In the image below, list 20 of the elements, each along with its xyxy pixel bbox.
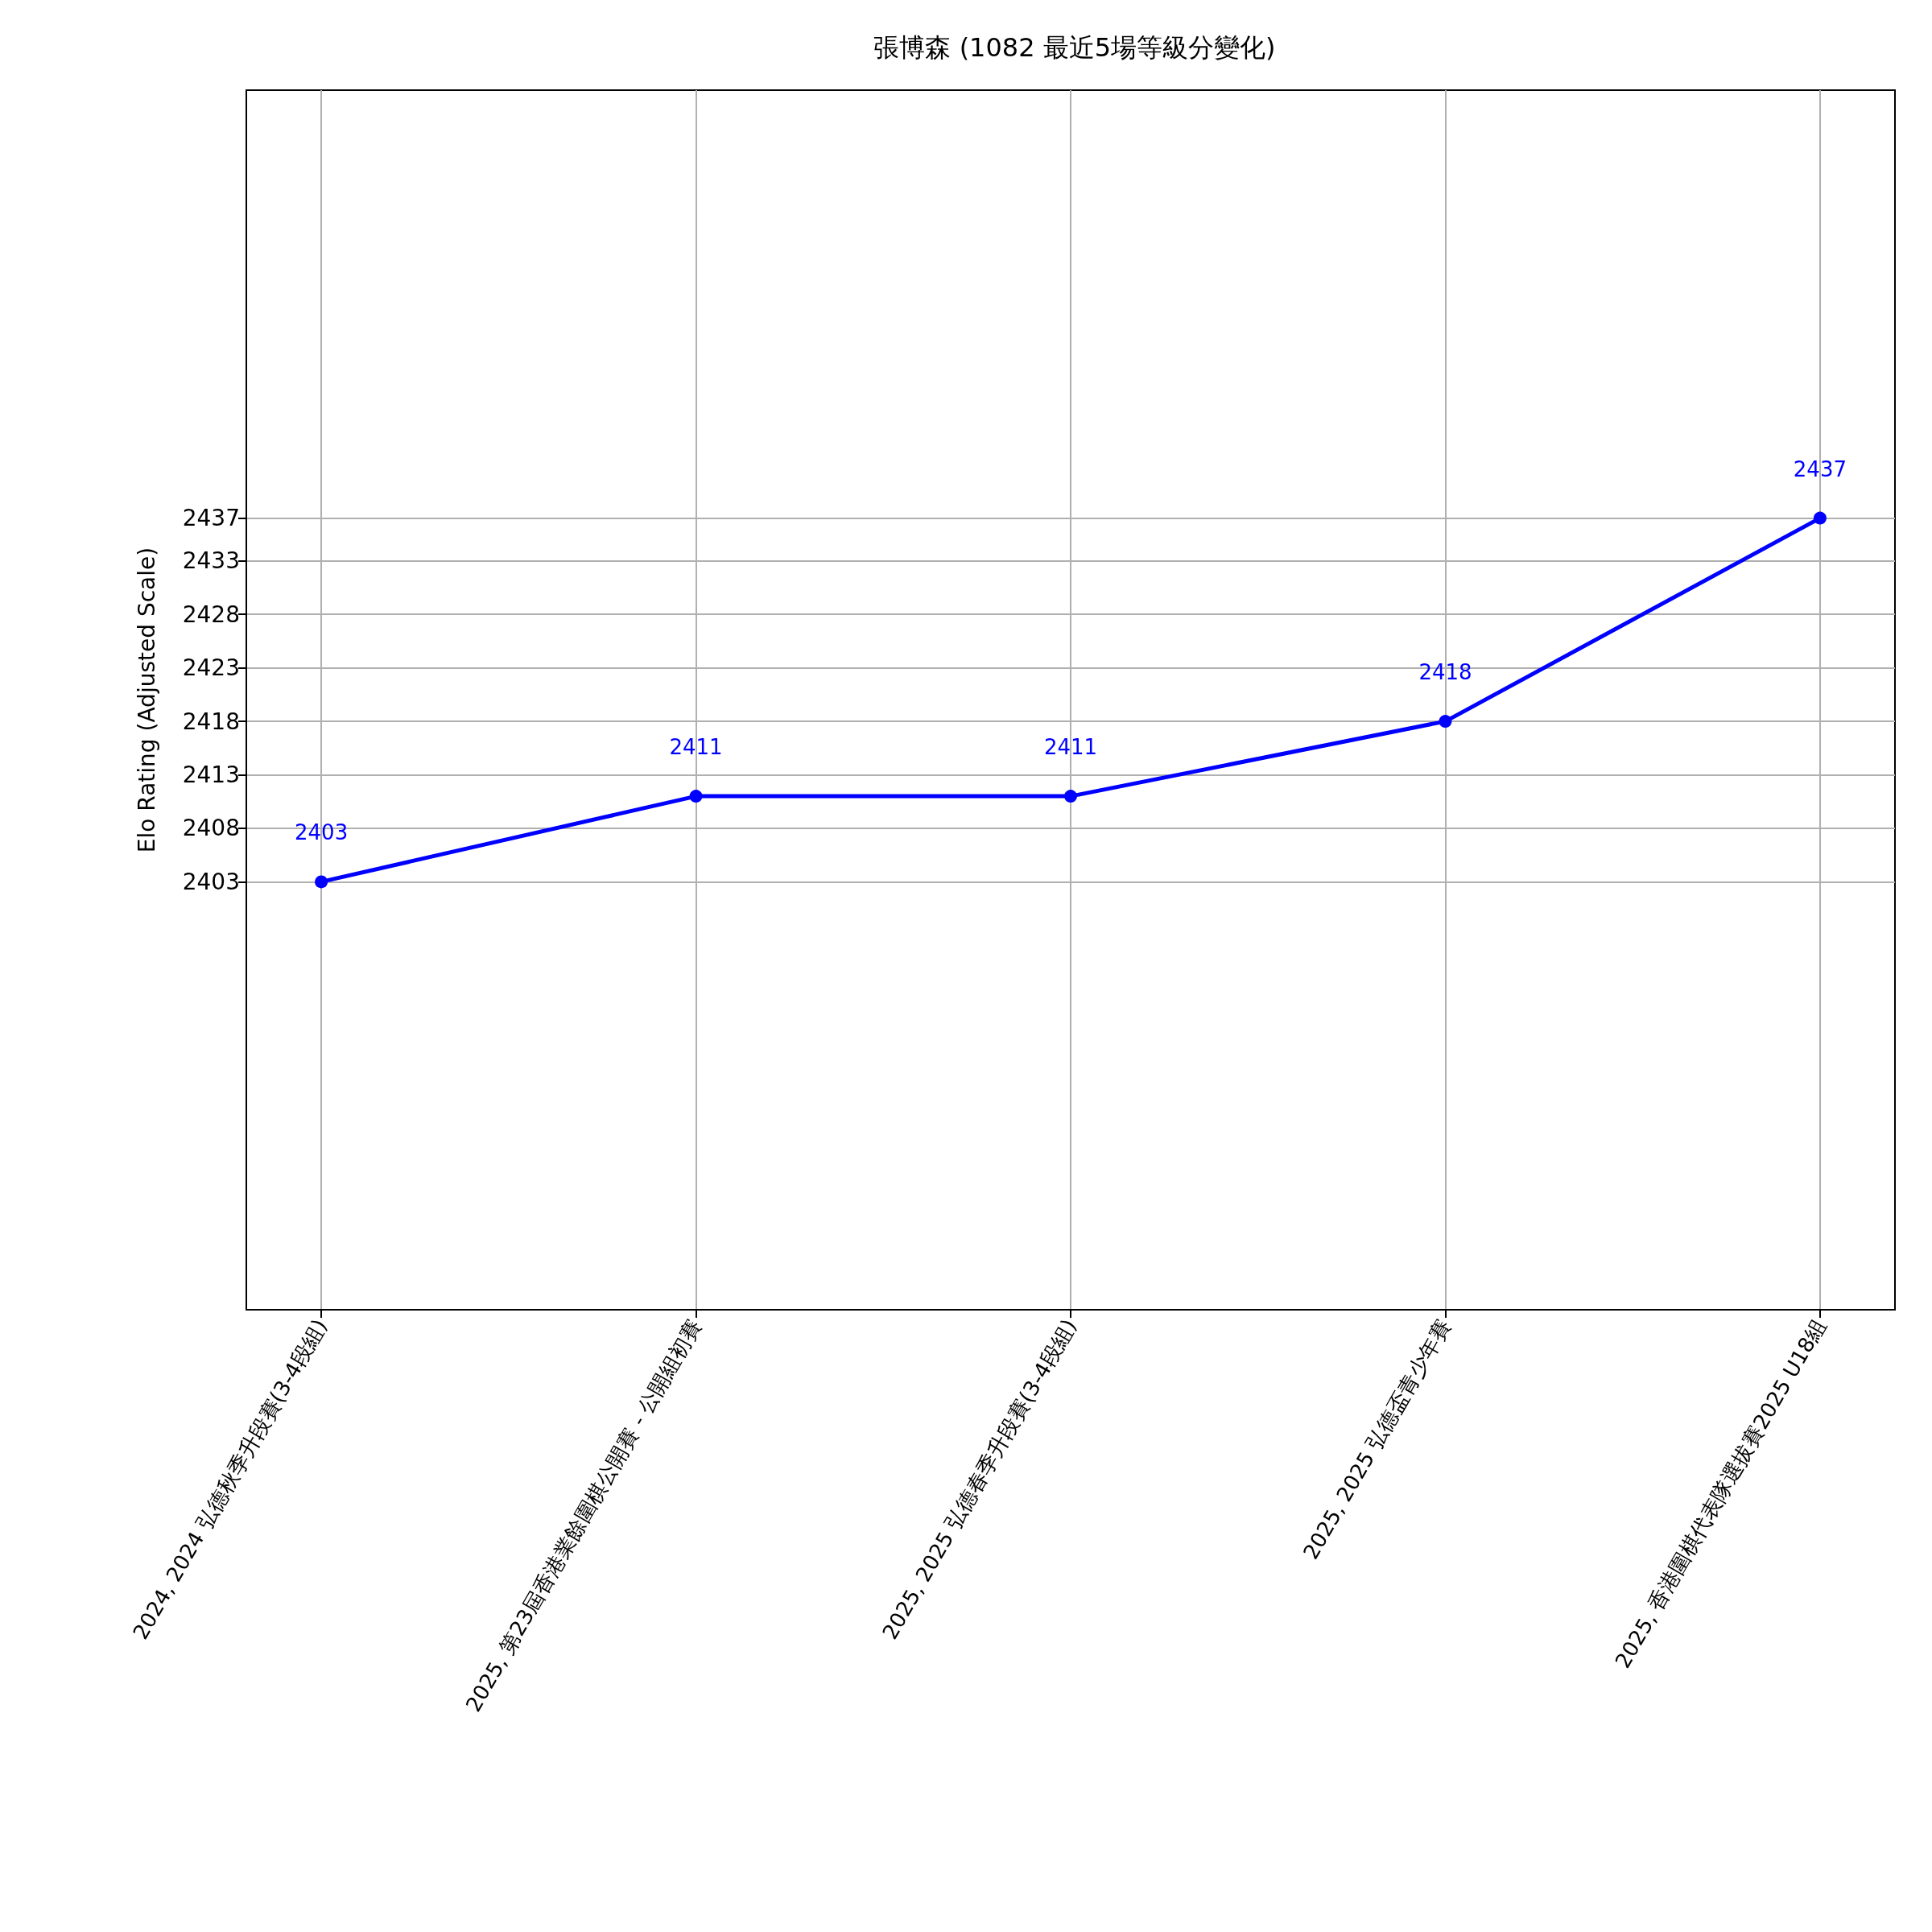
y-tick-label: 2437 <box>182 505 240 532</box>
chart-title: 張博森 (1082 最近5場等級分變化) <box>873 32 1276 63</box>
data-label: 2411 <box>1043 735 1098 760</box>
y-tick-label: 2423 <box>182 654 240 682</box>
y-tick-label: 2403 <box>182 868 240 895</box>
point <box>1813 511 1827 525</box>
point <box>315 875 328 889</box>
data-label: 2418 <box>1418 660 1472 685</box>
data-label: 2437 <box>1793 456 1847 481</box>
y-tick-label: 2433 <box>182 547 240 575</box>
y-axis-title: Elo Rating (Adjusted Scale) <box>133 547 160 853</box>
point <box>1064 790 1077 803</box>
y-tick-label: 2428 <box>182 601 240 628</box>
y-tick-label: 2418 <box>182 708 240 735</box>
y-tick-label: 2413 <box>182 762 240 789</box>
y-tick-label: 2408 <box>182 815 240 842</box>
data-label: 2403 <box>295 820 349 845</box>
point <box>689 790 703 803</box>
point <box>1439 715 1452 729</box>
data-label: 2411 <box>669 735 723 760</box>
